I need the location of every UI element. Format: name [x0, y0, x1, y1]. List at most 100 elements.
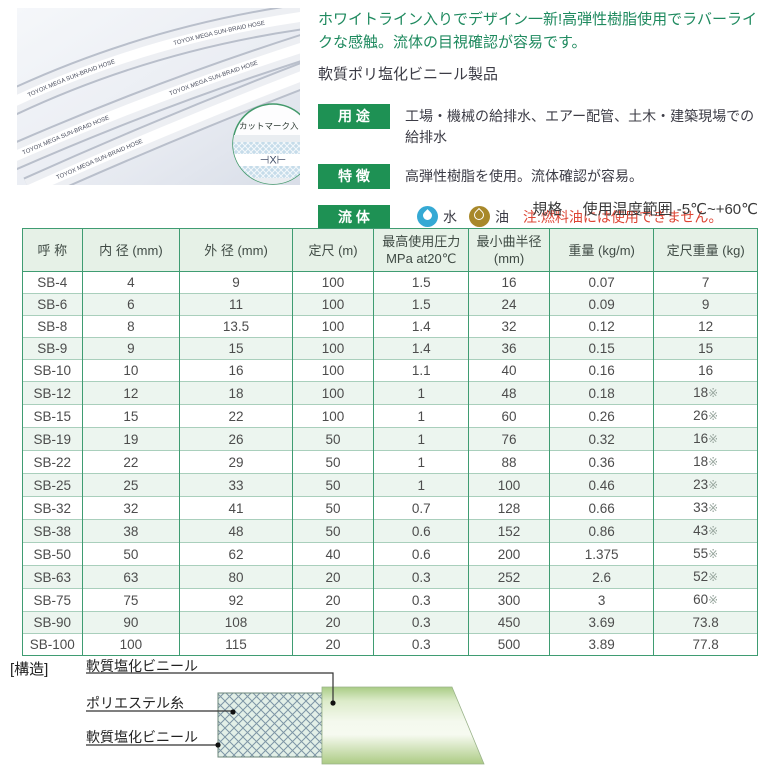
table-row: SB-32 32 41 50 0.7 128 0.66 33※: [22, 496, 758, 520]
column-header: 定尺 (m): [291, 228, 375, 272]
table-cell: 20: [291, 588, 375, 612]
column-header: 外 径 (mm): [179, 228, 293, 272]
table-cell: SB-90: [22, 611, 83, 634]
table-cell: 152: [468, 519, 550, 543]
table-cell: 50: [291, 519, 375, 543]
table-cell: SB-9: [22, 337, 83, 360]
hero-text-block: ホワイトライン入りでデザイン一新!高弾性樹脂使用でラバーライクな感触。流体の目視…: [318, 8, 768, 246]
table-cell: 108: [179, 611, 293, 634]
table-cell: SB-100: [22, 633, 83, 656]
table-cell: 9: [81, 337, 181, 360]
table-cell: 0.16: [548, 359, 655, 382]
table-cell: 80: [179, 565, 293, 589]
table-cell: 0.09: [548, 293, 655, 316]
fluid-items: 水 油 注:燃料油には使用できません。: [405, 205, 722, 227]
oil-drop-icon: [469, 206, 490, 227]
callout-lines: [86, 672, 334, 746]
fluid-name-water: 水: [443, 208, 457, 225]
table-cell: 33※: [653, 496, 758, 520]
table-cell: 1.5: [373, 293, 470, 316]
usage-label-badge: 用 途: [318, 104, 390, 129]
layer-label-inner-pvc: 軟質塩化ビニール: [86, 729, 198, 745]
table-cell: 0.46: [548, 473, 655, 497]
cut-mark-icon: ⊣X⊢: [260, 155, 287, 167]
table-row: SB-22 22 29 50 1 88 0.36 18※: [22, 450, 758, 474]
table-cell: 0.18: [548, 381, 655, 405]
table-cell: 0.6: [373, 542, 470, 566]
table-cell: 22: [179, 404, 293, 428]
table-cell: 7: [653, 271, 758, 294]
table-cell: 16: [468, 271, 550, 294]
callout-label: カットマーク入り: [239, 121, 300, 131]
table-cell: 1.4: [373, 337, 470, 360]
column-header: 最高使用圧力 MPa at20℃: [373, 228, 470, 272]
standard-line: 規格 使用温度範囲 -5℃~+60℃: [22, 198, 758, 219]
standard-label: 規格: [532, 201, 563, 218]
braid-layer-shape: [217, 692, 323, 758]
table-cell: 252: [468, 565, 550, 589]
table-cell: 18※: [653, 450, 758, 474]
table-row: SB-9 9 15 100 1.4 36 0.15 15: [22, 337, 758, 360]
table-cell: 15: [653, 337, 758, 360]
table-row: SB-25 25 33 50 1 100 0.46 23※: [22, 473, 758, 497]
table-cell: 41: [179, 496, 293, 520]
table-cell: 20: [291, 611, 375, 634]
table-header-row: 呼 称内 径 (mm) 外 径 (mm) 定尺 (m) 最高使用圧力 MPa at20…: [22, 228, 758, 272]
table-cell: 0.32: [548, 427, 655, 451]
table-row: SB-50 50 62 40 0.6 200 1.375 55※: [22, 542, 758, 566]
table-cell: 115: [179, 633, 293, 656]
table-cell: 50: [291, 496, 375, 520]
table-row: SB-19 19 26 50 1 76 0.32 16※: [22, 427, 758, 451]
table-cell: 100: [291, 337, 375, 360]
table-cell: 100: [291, 404, 375, 428]
table-cell: 16: [653, 359, 758, 382]
table-cell: 3: [548, 588, 655, 612]
table-cell: SB-12: [22, 381, 83, 405]
spec-table: 呼 称内 径 (mm) 外 径 (mm) 定尺 (m) 最高使用圧力 MPa at20…: [22, 228, 758, 656]
callout-dots: [215, 700, 336, 748]
feature-label-badge: 特 徴: [318, 164, 390, 189]
table-cell: 0.3: [373, 611, 470, 634]
table-cell: 29: [179, 450, 293, 474]
table-cell: 128: [468, 496, 550, 520]
table-cell: 13.5: [179, 315, 293, 338]
table-cell: 1.375: [548, 542, 655, 566]
table-cell: 88: [468, 450, 550, 474]
table-cell: 1: [373, 381, 470, 405]
table-cell: 52※: [653, 565, 758, 589]
table-cell: SB-75: [22, 588, 83, 612]
usage-row: 用 途 工場・機械の給排水、エアー配管、土木・建築現場での給排水: [318, 104, 760, 148]
spec-table-wrap: 呼 称内 径 (mm) 外 径 (mm) 定尺 (m) 最高使用圧力 MPa at20…: [22, 228, 758, 656]
table-row: SB-100 100 115 20 0.3 500 3.89 77.8: [22, 633, 758, 656]
table-cell: 200: [468, 542, 550, 566]
table-cell: 500: [468, 633, 550, 656]
structure-section: [構造] 軟質塩化ビニール ポリエステル糸 軟質塩化ビニール: [0, 656, 776, 776]
table-cell: 100: [291, 315, 375, 338]
table-cell: 73.8: [653, 611, 758, 634]
table-cell: 60: [468, 404, 550, 428]
outer-layer-shape: [321, 686, 485, 765]
table-cell: 0.36: [548, 450, 655, 474]
column-header: 内 径 (mm): [81, 228, 181, 272]
cut-mark-callout: カットマーク入り ⊣X⊢: [232, 103, 300, 185]
table-cell: 32: [468, 315, 550, 338]
table-cell: 0.3: [373, 633, 470, 656]
table-cell: 1.5: [373, 271, 470, 294]
table-cell: 15: [179, 337, 293, 360]
table-row: SB-10 10 16 100 1.1 40 0.16 16: [22, 359, 758, 382]
table-cell: 0.6: [373, 519, 470, 543]
table-cell: 40: [291, 542, 375, 566]
table-cell: SB-15: [22, 404, 83, 428]
column-header: 重量 (kg/m): [548, 228, 655, 272]
table-cell: 77.8: [653, 633, 758, 656]
table-cell: 10: [81, 359, 181, 382]
water-drop-icon: [417, 206, 438, 227]
table-cell: 100: [291, 381, 375, 405]
fluid-name-oil: 油: [495, 208, 509, 225]
table-cell: 4: [81, 271, 181, 294]
table-cell: 19: [81, 427, 181, 451]
table-cell: 36: [468, 337, 550, 360]
table-cell: 22: [81, 450, 181, 474]
table-cell: 0.7: [373, 496, 470, 520]
